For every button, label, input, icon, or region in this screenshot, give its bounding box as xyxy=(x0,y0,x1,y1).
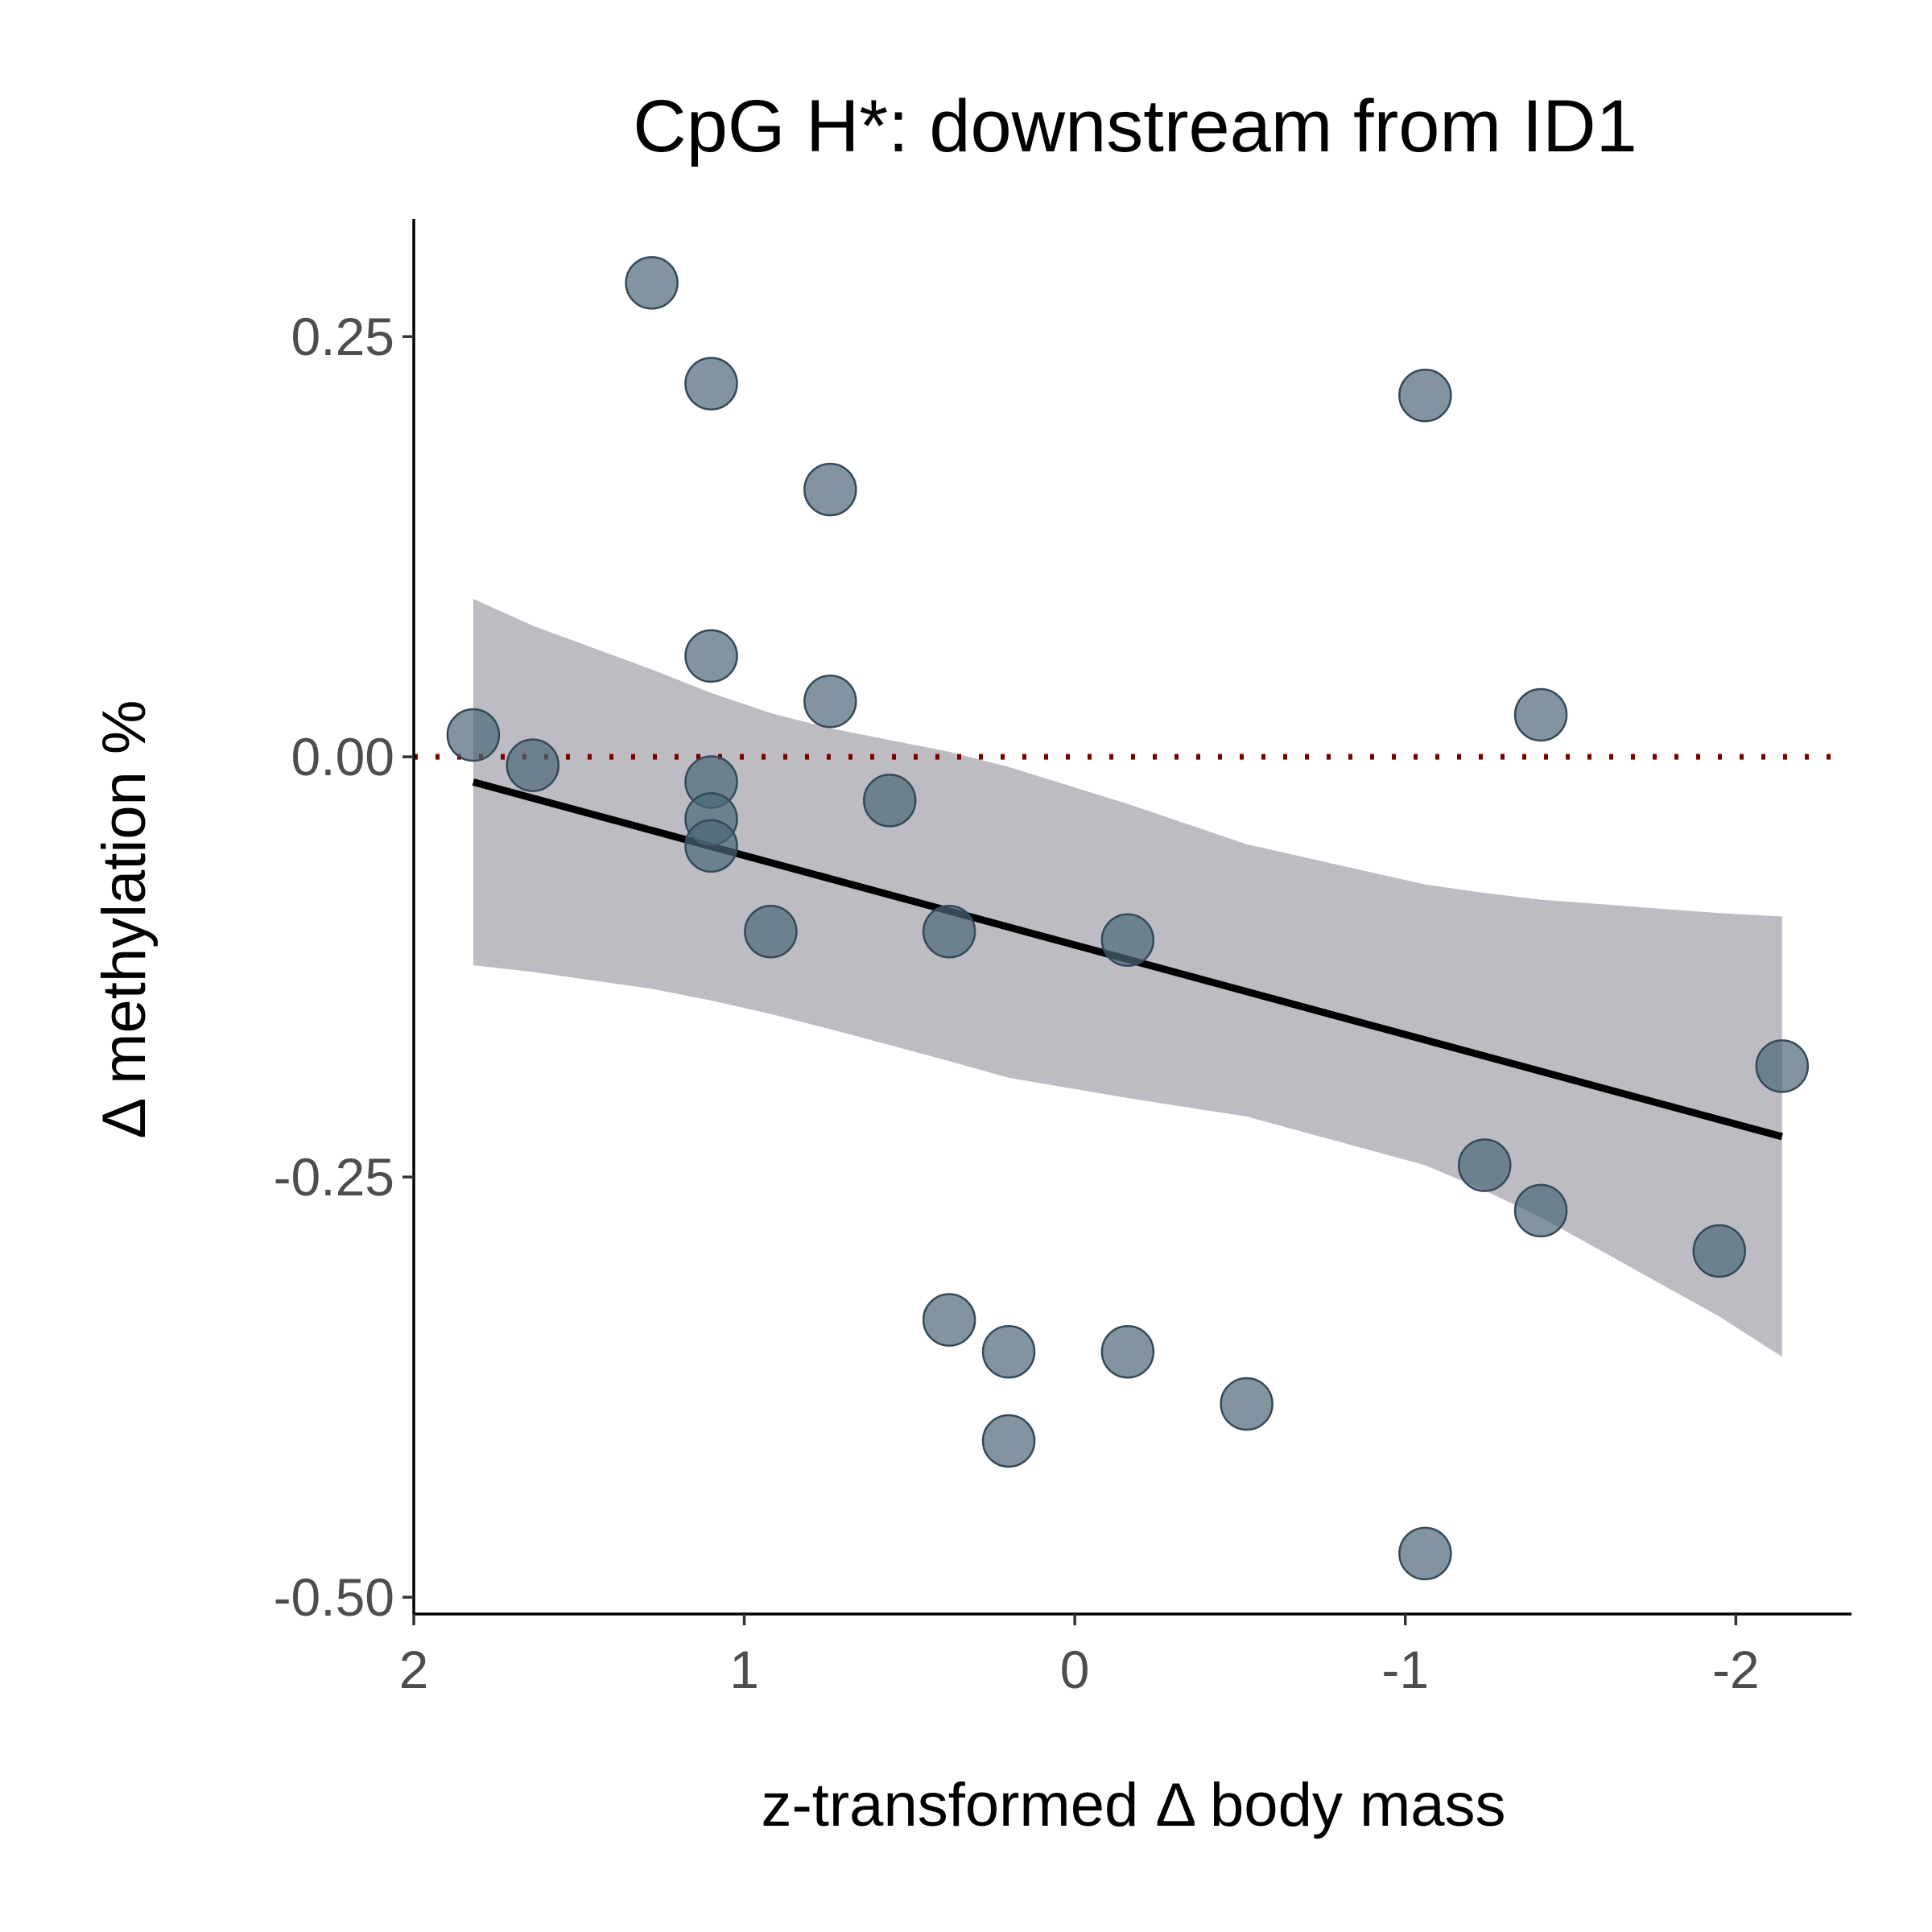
x-tick-label: 0 xyxy=(1060,1640,1090,1699)
confidence-band-layer xyxy=(473,598,1782,1357)
data-point xyxy=(1220,1377,1274,1431)
data-point xyxy=(744,905,798,959)
data-point xyxy=(684,629,738,683)
y-tick-label: -0.25 xyxy=(274,1147,394,1207)
data-point xyxy=(1513,687,1568,742)
data-point xyxy=(803,674,857,729)
data-point xyxy=(446,708,501,762)
data-point xyxy=(1458,1138,1512,1192)
data-point xyxy=(1398,368,1452,423)
data-point xyxy=(803,462,857,517)
confidence-band xyxy=(473,598,1782,1357)
data-point xyxy=(922,1293,976,1347)
y-tick-label: 0.00 xyxy=(291,727,394,786)
chart-title: CpG H*: downstream from ID1 xyxy=(633,85,1637,167)
y-tick-label: 0.25 xyxy=(291,307,394,366)
data-point xyxy=(1755,1039,1810,1093)
y-tick-label: -0.50 xyxy=(274,1567,394,1627)
data-point xyxy=(922,905,976,959)
x-tick-label: -2 xyxy=(1712,1640,1760,1699)
x-tick-label: -1 xyxy=(1381,1640,1429,1699)
data-points-layer xyxy=(446,256,1810,1581)
data-point xyxy=(1692,1224,1747,1278)
x-axis-ticks: 2 1 0 -1 -2 xyxy=(399,1614,1760,1699)
x-tick-label: 2 xyxy=(399,1640,429,1699)
data-point xyxy=(1513,1183,1568,1238)
y-axis-label: Δ methylation % xyxy=(90,700,159,1138)
data-point xyxy=(1100,1325,1155,1379)
x-axis-label: z-transformed Δ body mass xyxy=(761,1771,1505,1839)
data-point xyxy=(506,738,560,792)
data-point xyxy=(625,256,679,310)
y-axis-ticks: 0.25 0.00 -0.25 -0.50 xyxy=(274,307,414,1627)
data-point xyxy=(862,774,917,828)
x-tick-label: 1 xyxy=(729,1640,759,1699)
data-point xyxy=(981,1414,1036,1468)
data-point xyxy=(1100,913,1155,967)
data-point xyxy=(684,357,738,411)
data-point xyxy=(684,819,738,873)
data-point xyxy=(981,1325,1036,1379)
data-point xyxy=(1398,1526,1452,1581)
